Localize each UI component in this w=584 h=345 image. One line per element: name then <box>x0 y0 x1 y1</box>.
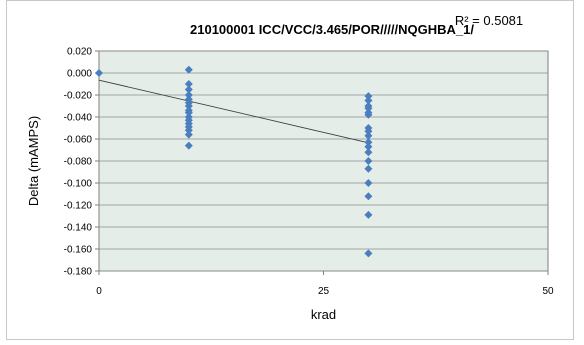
data-point <box>364 249 373 258</box>
chart-title: 210100001 ICC/VCC/3.465/POR/////NQGHBA_1… <box>190 22 474 37</box>
data-point <box>364 127 373 136</box>
data-point <box>364 148 373 157</box>
axes: 0.020 0.000 -0.020 -0.040 -0.060 -0.080 -0.100… <box>64 47 554 298</box>
gridlines <box>99 50 548 272</box>
x-tick-label: 0 <box>96 286 102 297</box>
data-point <box>184 65 193 74</box>
data-point <box>364 131 373 140</box>
data-point <box>364 96 373 105</box>
y-tick-label: -0.020 <box>64 91 93 102</box>
x-axis-title: krad <box>311 307 336 322</box>
data-point <box>184 141 193 150</box>
y-tick-label: -0.140 <box>64 223 93 234</box>
y-tick-label: -0.120 <box>64 201 93 212</box>
data-point <box>364 157 373 165</box>
data-point <box>184 91 193 99</box>
data-point <box>184 108 193 117</box>
data-points <box>95 65 373 258</box>
data-point <box>364 179 373 187</box>
data-point <box>364 110 373 119</box>
data-point <box>184 80 193 88</box>
trendline <box>98 79 369 144</box>
data-point <box>184 102 193 110</box>
scatter-chart: 0.020 0.000 -0.020 -0.040 -0.060 -0.080 -0.100… <box>26 13 554 322</box>
y-tick-label: -0.040 <box>64 113 93 124</box>
data-point <box>95 69 103 77</box>
data-point <box>364 192 373 201</box>
data-point <box>364 138 373 147</box>
data-point <box>364 142 373 151</box>
data-point <box>184 126 193 135</box>
data-point <box>364 210 373 219</box>
y-tick-label: -0.080 <box>64 157 93 168</box>
y-tick-label: 0.000 <box>67 69 92 80</box>
y-tick-label: 0.020 <box>67 47 92 58</box>
data-point <box>364 92 373 101</box>
data-point <box>364 104 373 113</box>
x-tick-label: 50 <box>542 286 554 297</box>
data-point <box>184 130 193 139</box>
x-tick-label: 25 <box>318 286 330 297</box>
y-axis-title: Delta (mAMPS) <box>26 116 41 206</box>
y-tick-label: -0.100 <box>64 179 93 190</box>
data-point <box>364 164 373 173</box>
data-point <box>184 85 193 94</box>
y-tick-label: -0.060 <box>64 135 93 146</box>
y-tick-label: -0.180 <box>64 267 93 278</box>
r-squared-label: R² = 0.5081 <box>455 13 523 28</box>
trendline-layer <box>98 79 369 144</box>
chart-frame: 0.020 0.000 -0.020 -0.040 -0.060 -0.080 -0.100… <box>6 0 574 340</box>
y-tick-label: -0.160 <box>64 245 93 256</box>
